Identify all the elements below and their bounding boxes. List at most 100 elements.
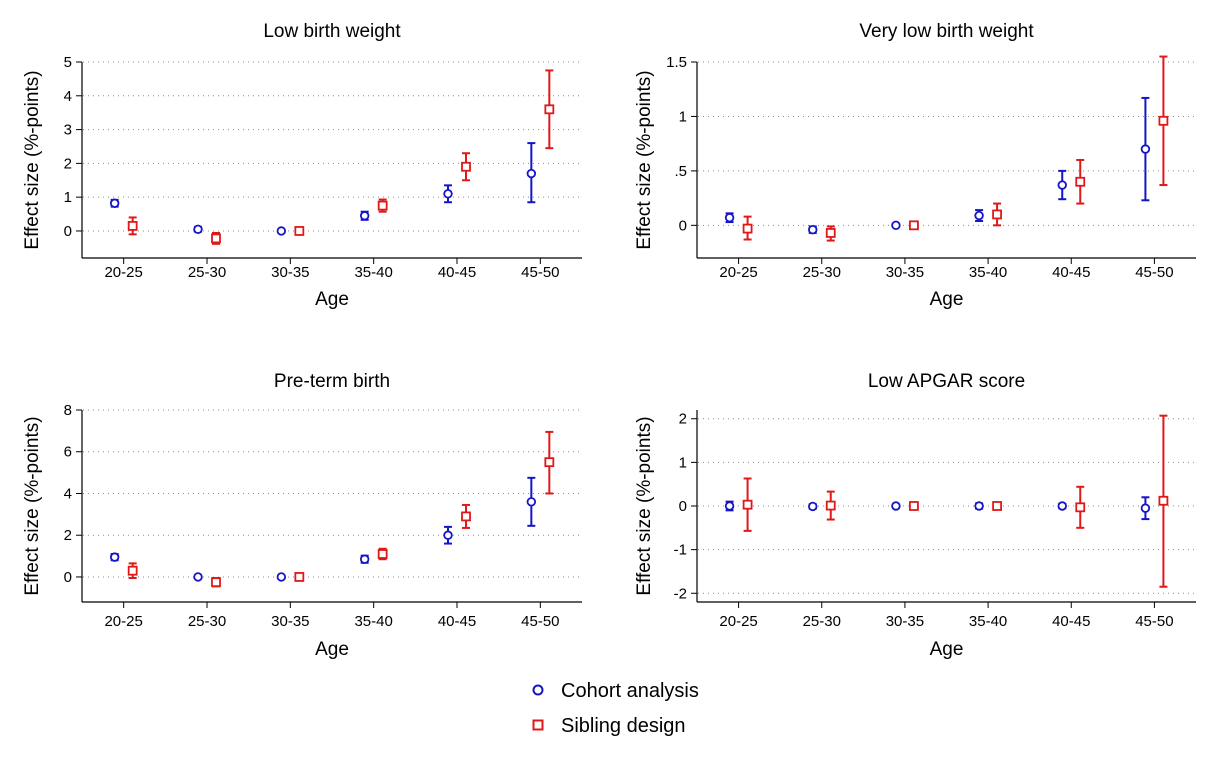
x-tick-label: 35-40 <box>969 613 1007 630</box>
y-tick-label: 0 <box>679 498 687 515</box>
data-point <box>974 210 984 221</box>
data-point <box>276 226 287 236</box>
data-point <box>909 220 919 231</box>
x-tick-label: 20-25 <box>719 613 757 630</box>
y-tick-label: .5 <box>674 163 687 180</box>
x-tick-label: 40-45 <box>1052 264 1090 281</box>
series-sibling-design <box>742 55 1169 242</box>
chart-title: Pre-term birth <box>274 371 390 392</box>
x-tick-label: 30-35 <box>271 264 309 281</box>
x-tick-label: 30-35 <box>271 613 309 630</box>
y-axis-label: Effect size (%-points) <box>22 70 43 249</box>
series-sibling-design <box>127 69 555 245</box>
x-tick-label: 45-50 <box>521 613 559 630</box>
data-point <box>294 572 305 582</box>
data-point <box>461 161 471 172</box>
chart-title: Low birth weight <box>263 21 401 42</box>
legend-item-sibling: Sibling design <box>532 715 686 737</box>
x-tick-label: 25-30 <box>803 264 841 281</box>
series-cohort-analysis <box>109 476 537 582</box>
data-point <box>193 224 203 234</box>
series-cohort-analysis <box>724 496 1151 521</box>
x-tick-label: 45-50 <box>1135 264 1173 281</box>
data-point <box>544 457 555 468</box>
y-tick-label: -2 <box>674 585 687 602</box>
data-point <box>724 501 735 511</box>
y-tick-label: 8 <box>64 402 72 419</box>
y-tick-label: 1.5 <box>666 54 687 71</box>
y-tick-label: -1 <box>674 542 687 559</box>
x-axis-label: Age <box>930 289 964 310</box>
legend-square-marker-icon <box>532 719 544 731</box>
legend-label-cohort: Cohort analysis <box>561 680 699 702</box>
chart-title: Low APGAR score <box>868 371 1025 392</box>
y-tick-label: 2 <box>679 411 687 428</box>
data-point <box>808 501 818 512</box>
y-tick-label: 6 <box>64 444 72 461</box>
data-point <box>443 530 453 540</box>
y-axis-label: Effect size (%-points) <box>634 70 655 249</box>
data-point <box>276 572 287 582</box>
x-tick-label: 25-30 <box>188 264 226 281</box>
y-tick-label: 1 <box>64 189 72 206</box>
data-point <box>359 554 370 564</box>
y-tick-label: 4 <box>64 485 72 502</box>
x-axis-label: Age <box>315 289 349 310</box>
data-point <box>377 549 388 559</box>
x-tick-label: 30-35 <box>886 264 924 281</box>
data-point <box>377 200 388 211</box>
y-tick-label: 1 <box>679 108 687 125</box>
legend: Cohort analysis Sibling design <box>532 680 699 737</box>
y-tick-label: 2 <box>64 527 72 544</box>
chart-panel-1: Low birth weight 0 1 2 3 4 5 20-25 25-30 30-35 35-… <box>22 21 582 310</box>
x-axis-label: Age <box>315 639 349 660</box>
y-axis-label: Effect size (%-points) <box>22 416 43 595</box>
legend-circle-marker-icon <box>532 684 544 696</box>
data-point <box>992 501 1002 511</box>
data-point <box>891 501 901 511</box>
y-tick-label: 4 <box>64 88 72 105</box>
y-tick-label: 5 <box>64 54 72 71</box>
data-point <box>742 499 753 510</box>
x-tick-label: 20-25 <box>719 264 757 281</box>
x-tick-label: 45-50 <box>521 264 559 281</box>
x-tick-label: 45-50 <box>1135 613 1173 630</box>
y-axis-label: Effect size (%-points) <box>634 416 655 595</box>
data-point <box>992 209 1002 220</box>
data-point <box>1158 495 1169 506</box>
data-point <box>1057 501 1067 511</box>
x-tick-label: 30-35 <box>886 613 924 630</box>
data-point <box>526 497 537 507</box>
y-tick-label: 0 <box>64 223 72 240</box>
data-point <box>1075 502 1086 513</box>
data-point <box>211 233 221 244</box>
chart-title: Very low birth weight <box>859 21 1034 42</box>
series-cohort-analysis <box>724 96 1151 235</box>
y-tick-label: 0 <box>679 217 687 234</box>
x-axis-label: Age <box>930 639 964 660</box>
data-point <box>909 501 919 511</box>
data-point <box>544 104 555 115</box>
y-tick-label: 0 <box>64 569 72 586</box>
chart-panel-2: Very low birth weight 0 .5 1 1.5 20-25 25-30 30… <box>634 21 1196 310</box>
data-point <box>808 224 818 235</box>
data-point <box>526 168 537 179</box>
x-tick-label: 25-30 <box>803 613 841 630</box>
legend-item-cohort: Cohort analysis <box>532 680 699 702</box>
y-tick-label: 2 <box>64 155 72 172</box>
data-point <box>974 501 984 511</box>
data-point <box>742 223 753 234</box>
x-tick-label: 25-30 <box>188 613 226 630</box>
data-point <box>109 552 120 562</box>
data-point <box>825 228 836 238</box>
data-point <box>1140 503 1151 513</box>
data-point <box>127 220 138 231</box>
chart-panel-3: Pre-term birth 0 2 4 6 8 20-25 25-30 30-35 35-40 4… <box>22 371 582 660</box>
x-tick-label: 35-40 <box>969 264 1007 281</box>
data-point <box>443 189 453 199</box>
data-point <box>294 226 305 236</box>
x-tick-label: 20-25 <box>104 613 142 630</box>
data-point <box>1075 176 1086 187</box>
x-tick-label: 35-40 <box>354 613 392 630</box>
